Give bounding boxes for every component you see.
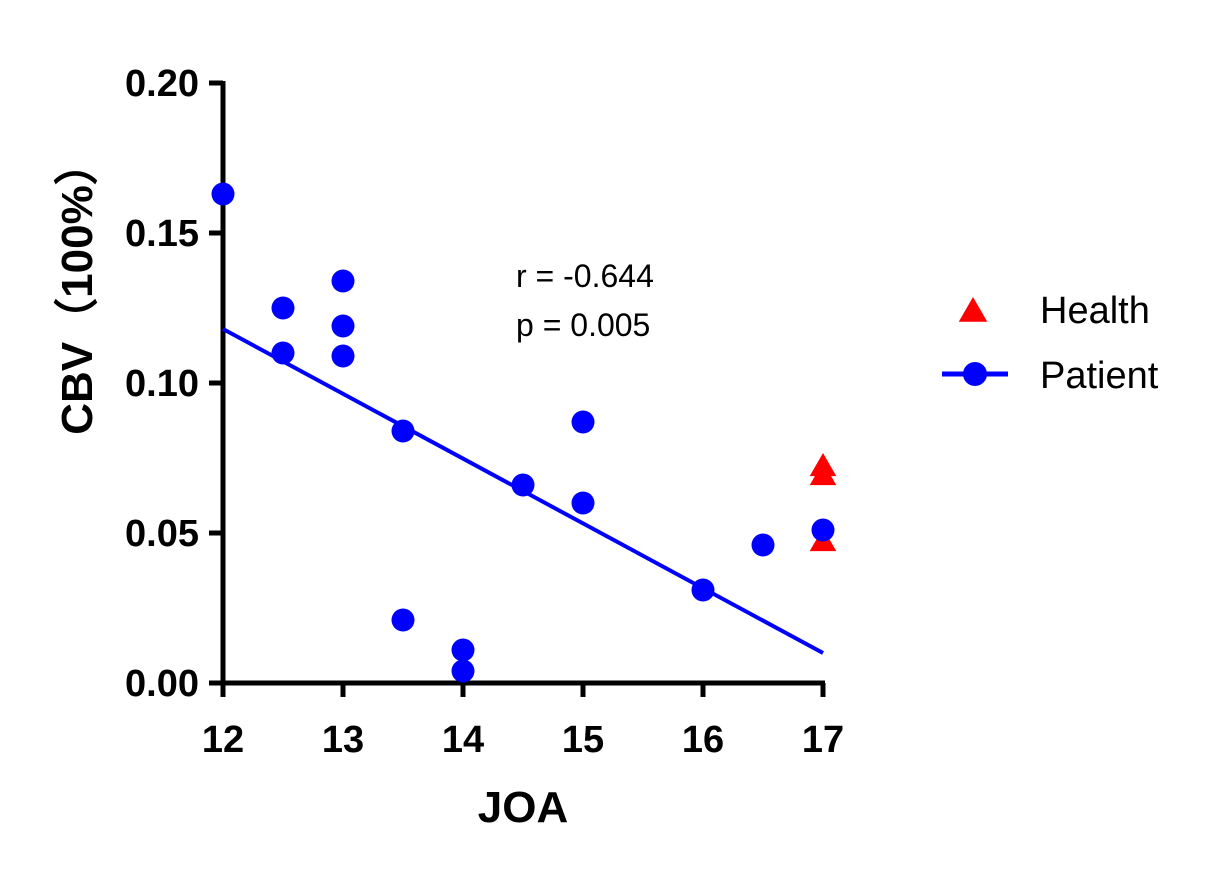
legend-health-label: Health [1040, 290, 1150, 332]
y-tick-label: 0.15 [125, 213, 199, 255]
patient-point [331, 344, 355, 368]
patient-point [571, 410, 595, 434]
patient-point [691, 578, 715, 602]
patient-point [511, 473, 535, 497]
patient-point [811, 518, 835, 542]
y-tick-label: 0.10 [125, 363, 199, 405]
y-tick-label: 0.00 [125, 663, 199, 705]
x-tick-label: 15 [562, 719, 604, 761]
correlation-p-annotation: p = 0.005 [516, 307, 650, 343]
x-tick-label: 16 [682, 719, 724, 761]
patient-point [331, 269, 355, 293]
x-tick-label: 13 [322, 719, 364, 761]
data-points [211, 182, 837, 683]
patient-point [211, 182, 235, 206]
y-tick-label: 0.05 [125, 513, 199, 555]
legend-health-marker [958, 297, 988, 322]
legend: Health Patient [942, 290, 1159, 397]
patient-point [331, 314, 355, 338]
patient-point [451, 638, 475, 662]
correlation-r-annotation: r = -0.644 [516, 258, 654, 294]
patient-point [751, 533, 775, 557]
x-tick-label: 14 [442, 719, 484, 761]
patient-point [451, 659, 475, 683]
patient-point [391, 608, 415, 632]
x-tick-label: 12 [202, 719, 244, 761]
patient-point [391, 419, 415, 443]
x-axis-title: JOA [478, 783, 568, 832]
legend-patient-marker [963, 362, 987, 386]
legend-patient-label: Patient [1040, 355, 1159, 397]
patient-point [271, 296, 295, 320]
axes: 12 13 14 15 16 17 0.00 0.05 0.10 0.15 0.20 [125, 63, 844, 761]
patient-point [271, 341, 295, 365]
patient-point [571, 491, 595, 515]
y-tick-label: 0.20 [125, 63, 199, 105]
x-tick-label: 17 [802, 719, 844, 761]
y-axis-title: CBV（100%） [53, 141, 102, 434]
health-point [809, 462, 837, 486]
